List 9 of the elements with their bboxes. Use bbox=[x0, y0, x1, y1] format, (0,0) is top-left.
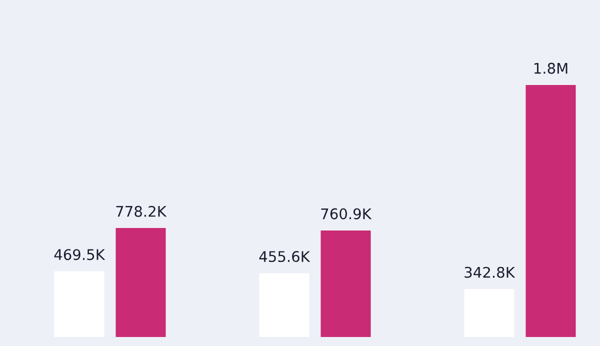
data-label: 469.5K bbox=[54, 249, 106, 260]
data-label: 455.6K bbox=[259, 251, 310, 262]
data-label: 778.2K bbox=[116, 206, 167, 217]
data-label: 760.9K bbox=[321, 208, 372, 220]
data-label: 1.8M bbox=[534, 62, 568, 74]
bar bbox=[320, 230, 371, 337]
bar bbox=[526, 85, 576, 337]
data-label: 342.8K bbox=[464, 266, 516, 278]
bar bbox=[116, 228, 166, 337]
